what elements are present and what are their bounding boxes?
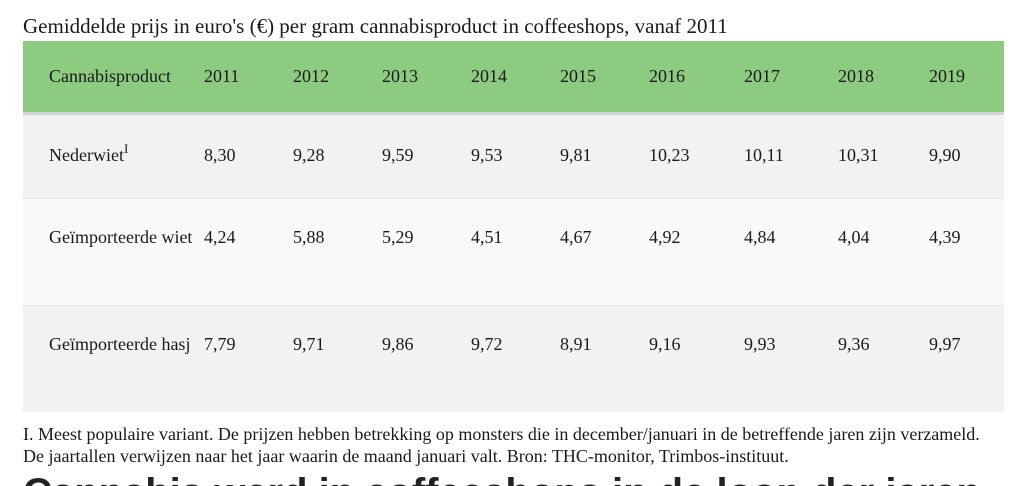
column-header-year: 2018 [838,41,929,115]
price-cell: 7,79 [204,333,236,354]
table-row: NederwietI 8,30 9,28 9,59 9,53 9,81 10,2… [23,113,1004,198]
price-cell: 9,97 [929,333,961,354]
table-header-row: Cannabisproduct 2011 2012 2013 2014 2015… [23,41,1004,115]
price-cell: 9,16 [649,333,681,354]
price-cell: 8,30 [204,144,236,165]
column-header-year: 2014 [471,41,560,115]
column-header-product: Cannabisproduct [23,41,204,115]
column-header-year: 2013 [382,41,471,115]
price-cell: 5,88 [293,226,325,247]
price-cell: 4,04 [838,226,870,247]
price-cell: 10,11 [744,144,784,165]
price-cell: 10,23 [649,144,690,165]
price-cell: 4,92 [649,226,681,247]
price-cell: 8,91 [560,333,592,354]
product-cell: NederwietI [23,113,204,198]
price-cell: 10,31 [838,144,879,165]
column-header-year: 2019 [929,41,1004,115]
table-footnote: I. Meest populaire variant. De prijzen h… [23,424,980,466]
price-cell: 9,53 [471,144,503,165]
product-cell: Geïmporteerde wiet [49,226,193,247]
column-header-year: 2012 [293,41,382,115]
price-table: Cannabisproduct 2011 2012 2013 2014 2015… [23,41,1004,412]
price-cell: 5,29 [382,226,414,247]
price-cell: 9,71 [293,333,325,354]
price-cell: 4,84 [744,226,776,247]
column-header-year: 2011 [204,41,293,115]
price-cell: 9,28 [293,144,325,165]
price-cell: 9,81 [560,144,592,165]
price-cell: 4,39 [929,226,961,247]
product-name: Nederwiet [49,144,124,165]
next-section-heading: Cannabis werd in coffeeshops in de loop … [23,470,1003,486]
product-cell: Geïmporteerde hasj [49,333,191,354]
price-cell: 4,24 [204,226,236,247]
table-row: Geïmporteerde hasj 7,79 9,71 9,86 9,72 8… [23,305,1004,412]
column-header-year: 2017 [744,41,838,115]
price-cell: 9,86 [382,333,414,354]
price-cell: 4,67 [560,226,592,247]
column-header-year: 2016 [649,41,744,115]
table-caption: Gemiddelde prijs in euro's (€) per gram … [23,14,728,38]
price-cell: 9,59 [382,144,414,165]
footnote-marker: I [123,140,129,156]
price-cell: 9,72 [471,333,503,354]
price-cell: 9,36 [838,333,870,354]
column-header-year: 2015 [560,41,649,115]
price-cell: 9,90 [929,144,961,165]
price-cell: 9,93 [744,333,776,354]
table-row: Geïmporteerde wiet 4,24 5,88 5,29 4,51 4… [23,198,1004,305]
price-cell: 4,51 [471,226,503,247]
